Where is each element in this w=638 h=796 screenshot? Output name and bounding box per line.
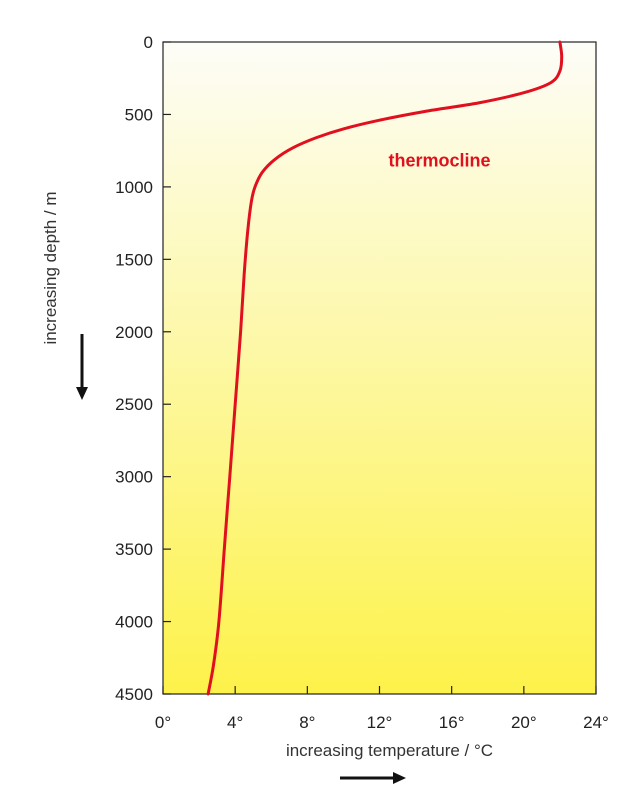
x-tick-label: 16° <box>439 713 465 732</box>
y-tick-label: 2000 <box>115 323 153 342</box>
y-ticks: 0 500 1000 1500 2000 2500 3000 3500 4000 4500 <box>115 33 171 704</box>
plot-background <box>163 42 596 694</box>
series-layer <box>206 40 564 696</box>
y-tick-label: 500 <box>125 105 153 124</box>
y-tick-label: 0 <box>144 33 153 52</box>
x-tick-label: 20° <box>511 713 537 732</box>
x-tick-label: 12° <box>367 713 393 732</box>
y-axis-label: increasing depth / m <box>41 191 60 344</box>
y-tick-label: 2500 <box>115 395 153 414</box>
y-tick-label: 1000 <box>115 178 153 197</box>
x-direction-arrow-icon <box>340 772 406 784</box>
y-direction-arrow-icon <box>76 334 88 400</box>
x-tick-label: 24° <box>583 713 609 732</box>
annotation-thermocline: thermocline <box>389 151 491 171</box>
plot-frame <box>162 41 597 695</box>
x-tick-label: 8° <box>299 713 315 732</box>
y-tick-label: 3500 <box>115 540 153 559</box>
y-tick-label: 4500 <box>115 685 153 704</box>
y-tick-label: 4000 <box>115 613 153 632</box>
x-tick-label: 4° <box>227 713 243 732</box>
x-tick-label: 0° <box>155 713 171 732</box>
y-tick-label: 3000 <box>115 468 153 487</box>
series-line-temperature-profile <box>206 40 564 696</box>
x-ticks: 0° 4° 8° 12° 16° 20° 24° <box>155 686 609 732</box>
y-tick-label: 1500 <box>115 250 153 269</box>
x-axis-label: increasing temperature / °C <box>286 741 493 760</box>
